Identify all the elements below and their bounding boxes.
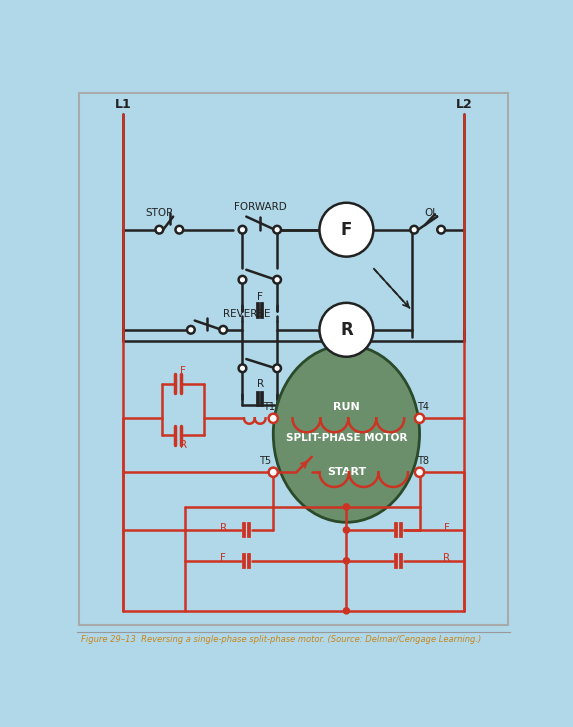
Text: R: R <box>257 379 264 389</box>
Circle shape <box>320 303 374 357</box>
Circle shape <box>320 203 374 257</box>
Text: L1: L1 <box>115 97 131 111</box>
Circle shape <box>238 364 246 372</box>
Circle shape <box>238 226 246 233</box>
Text: START: START <box>327 467 366 477</box>
Text: SPLIT-PHASE MOTOR: SPLIT-PHASE MOTOR <box>286 433 407 443</box>
Circle shape <box>273 364 281 372</box>
Text: F: F <box>180 366 186 376</box>
Text: R: R <box>179 441 187 450</box>
Ellipse shape <box>273 345 419 522</box>
Text: R: R <box>340 321 353 339</box>
Text: R: R <box>444 553 450 563</box>
Circle shape <box>155 226 163 233</box>
Text: L2: L2 <box>456 97 473 111</box>
Circle shape <box>273 226 281 233</box>
Circle shape <box>343 527 350 533</box>
Text: Figure 29–13  Reversing a single-phase split-phase motor. (Source: Delmar/Cengag: Figure 29–13 Reversing a single-phase sp… <box>81 635 481 644</box>
Circle shape <box>343 608 350 614</box>
Text: F: F <box>341 221 352 238</box>
Circle shape <box>415 414 424 423</box>
Text: T8: T8 <box>417 456 429 466</box>
Circle shape <box>187 326 195 334</box>
Text: REVERSE: REVERSE <box>223 310 270 319</box>
Text: F: F <box>257 292 263 302</box>
Text: FORWARD: FORWARD <box>234 201 286 212</box>
Circle shape <box>175 226 183 233</box>
Text: R: R <box>219 523 227 533</box>
Circle shape <box>437 226 445 233</box>
Text: T1: T1 <box>264 402 276 411</box>
Circle shape <box>269 414 278 423</box>
Circle shape <box>415 467 424 477</box>
Text: T5: T5 <box>260 456 272 466</box>
Text: RUN: RUN <box>333 402 360 411</box>
Circle shape <box>238 276 246 284</box>
Text: T4: T4 <box>417 402 429 411</box>
Circle shape <box>343 504 350 510</box>
Circle shape <box>343 558 350 564</box>
Circle shape <box>273 276 281 284</box>
Text: STOP: STOP <box>146 208 173 218</box>
Circle shape <box>219 326 227 334</box>
FancyBboxPatch shape <box>79 93 508 624</box>
Text: OL: OL <box>424 208 438 218</box>
Circle shape <box>269 467 278 477</box>
Text: F: F <box>220 553 226 563</box>
Circle shape <box>410 226 418 233</box>
Text: F: F <box>445 523 450 533</box>
